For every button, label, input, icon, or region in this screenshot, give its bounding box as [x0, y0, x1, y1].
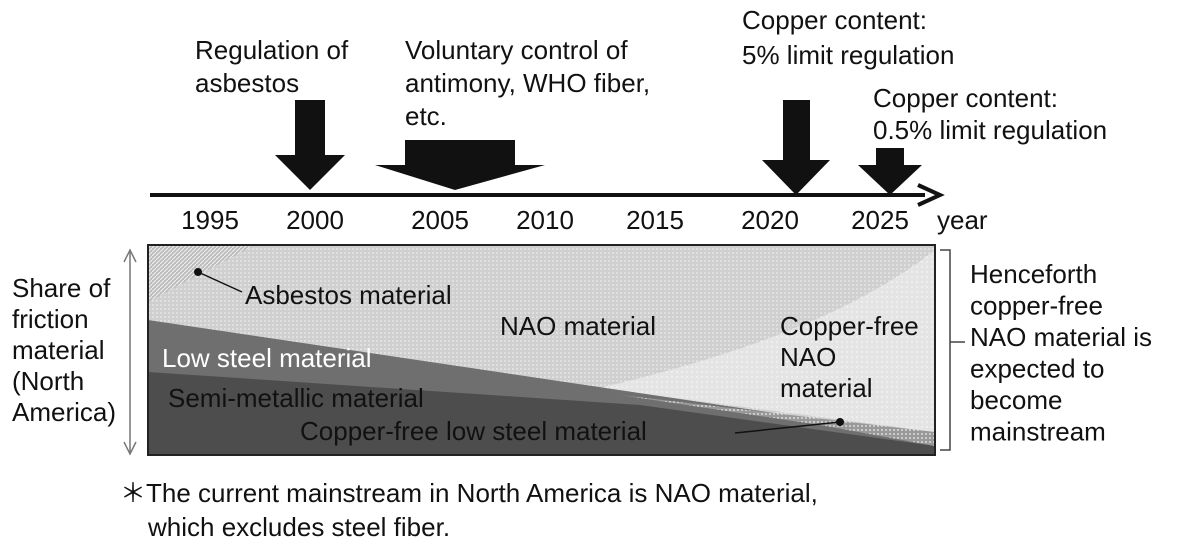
year-label: 2020 — [741, 205, 799, 235]
year-label: 2000 — [286, 205, 344, 235]
share-arrowheads — [123, 248, 137, 456]
year-unit: year — [937, 205, 988, 235]
outlook-label: mainstream — [970, 416, 1106, 446]
region-label: NAO — [780, 342, 836, 372]
outlook-bracket — [940, 249, 965, 451]
y-label: America) — [12, 397, 116, 427]
axis-arrowhead — [917, 183, 945, 207]
region-label: material — [780, 373, 872, 403]
pointer-line — [734, 421, 841, 434]
outlook-label: become — [970, 385, 1063, 415]
year-label: 2005 — [411, 205, 469, 235]
region-label: Copper-free — [780, 311, 919, 341]
outlook-label: Henceforth — [970, 259, 1097, 289]
event-label: etc. — [405, 101, 447, 131]
chart-frame — [147, 244, 936, 456]
event-arrow — [275, 100, 345, 190]
footnote: ＊The current mainstream in North America… — [120, 478, 818, 508]
y-label: friction — [12, 304, 89, 334]
year-label: 1995 — [181, 205, 239, 235]
footnote: which excludes steel fiber. — [147, 512, 450, 542]
event-label: 5% limit regulation — [742, 40, 954, 70]
event-label: Regulation of — [195, 35, 349, 65]
generated-text: 1995 2000 2005 2010 2015 2020 2025 year Regulati… — [12, 5, 1152, 542]
y-label: (North — [12, 366, 84, 396]
pointer-line — [197, 271, 243, 293]
region-label: Semi-metallic material — [168, 383, 424, 413]
year-label: 2010 — [516, 205, 574, 235]
event-label: Voluntary control of — [405, 35, 628, 65]
event-label: Copper content: — [873, 83, 1058, 113]
event-label: antimony, WHO fiber, — [405, 68, 650, 98]
region-label: NAO material — [500, 311, 656, 341]
event-arrow — [762, 100, 830, 195]
event-arrow — [858, 148, 922, 195]
outlook-label: NAO material is — [970, 322, 1152, 352]
region-label: Copper-free low steel material — [300, 416, 647, 446]
year-label: 2015 — [626, 205, 684, 235]
region-label: Low steel material — [162, 343, 372, 373]
year-label: 2025 — [851, 205, 909, 235]
outlook-label: expected to — [970, 353, 1104, 383]
region-label: Asbestos material — [245, 280, 452, 310]
event-label: Copper content: — [742, 5, 927, 35]
event-arrow — [375, 140, 545, 190]
event-label: asbestos — [195, 68, 299, 98]
semi-metallic-region — [148, 372, 935, 455]
outlook-label: copper-free — [970, 290, 1103, 320]
event-label: 0.5% limit regulation — [873, 115, 1107, 145]
y-label: Share of — [12, 273, 111, 303]
copper-free-nao-region — [600, 250, 935, 432]
y-label: material — [12, 335, 104, 365]
